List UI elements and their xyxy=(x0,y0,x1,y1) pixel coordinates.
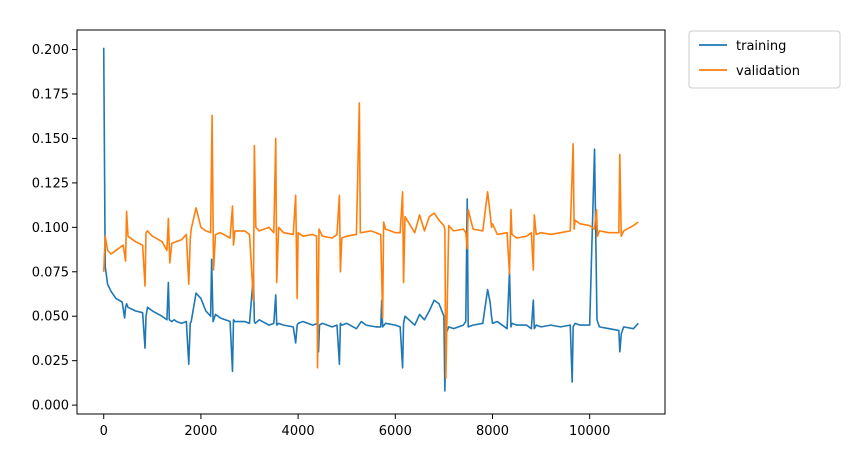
y-tick-label: 0.025 xyxy=(32,354,69,369)
y-tick-label: 0.175 xyxy=(32,88,69,103)
x-tick-label: 10000 xyxy=(569,424,610,439)
x-tick-label: 8000 xyxy=(476,424,509,439)
axes-frame xyxy=(76,29,666,415)
axes: 0 2000 4000 6000 8000 10000 0.000 0.025 0.050 0.0… xyxy=(32,29,666,439)
y-tick-label: 0.200 xyxy=(32,43,69,58)
x-tick-label: 6000 xyxy=(379,424,412,439)
y-tick-label: 0.125 xyxy=(32,176,69,191)
y-tick-label: 0.150 xyxy=(32,132,69,147)
x-tick-label: 2000 xyxy=(184,424,217,439)
series-line-validation xyxy=(102,102,639,380)
legend-label-training: training xyxy=(736,39,786,54)
y-tick-label: 0.075 xyxy=(32,265,69,280)
legend-label-validation: validation xyxy=(736,64,800,79)
series-line-training xyxy=(102,47,639,392)
y-tick-label: 0.100 xyxy=(32,221,69,236)
plot-area xyxy=(102,47,639,392)
y-tick-label: 0.000 xyxy=(32,399,69,414)
x-tick-label: 0 xyxy=(100,424,108,439)
y-tick-label: 0.050 xyxy=(32,310,69,325)
x-tick-label: 4000 xyxy=(282,424,315,439)
legend: training validation xyxy=(688,30,841,89)
